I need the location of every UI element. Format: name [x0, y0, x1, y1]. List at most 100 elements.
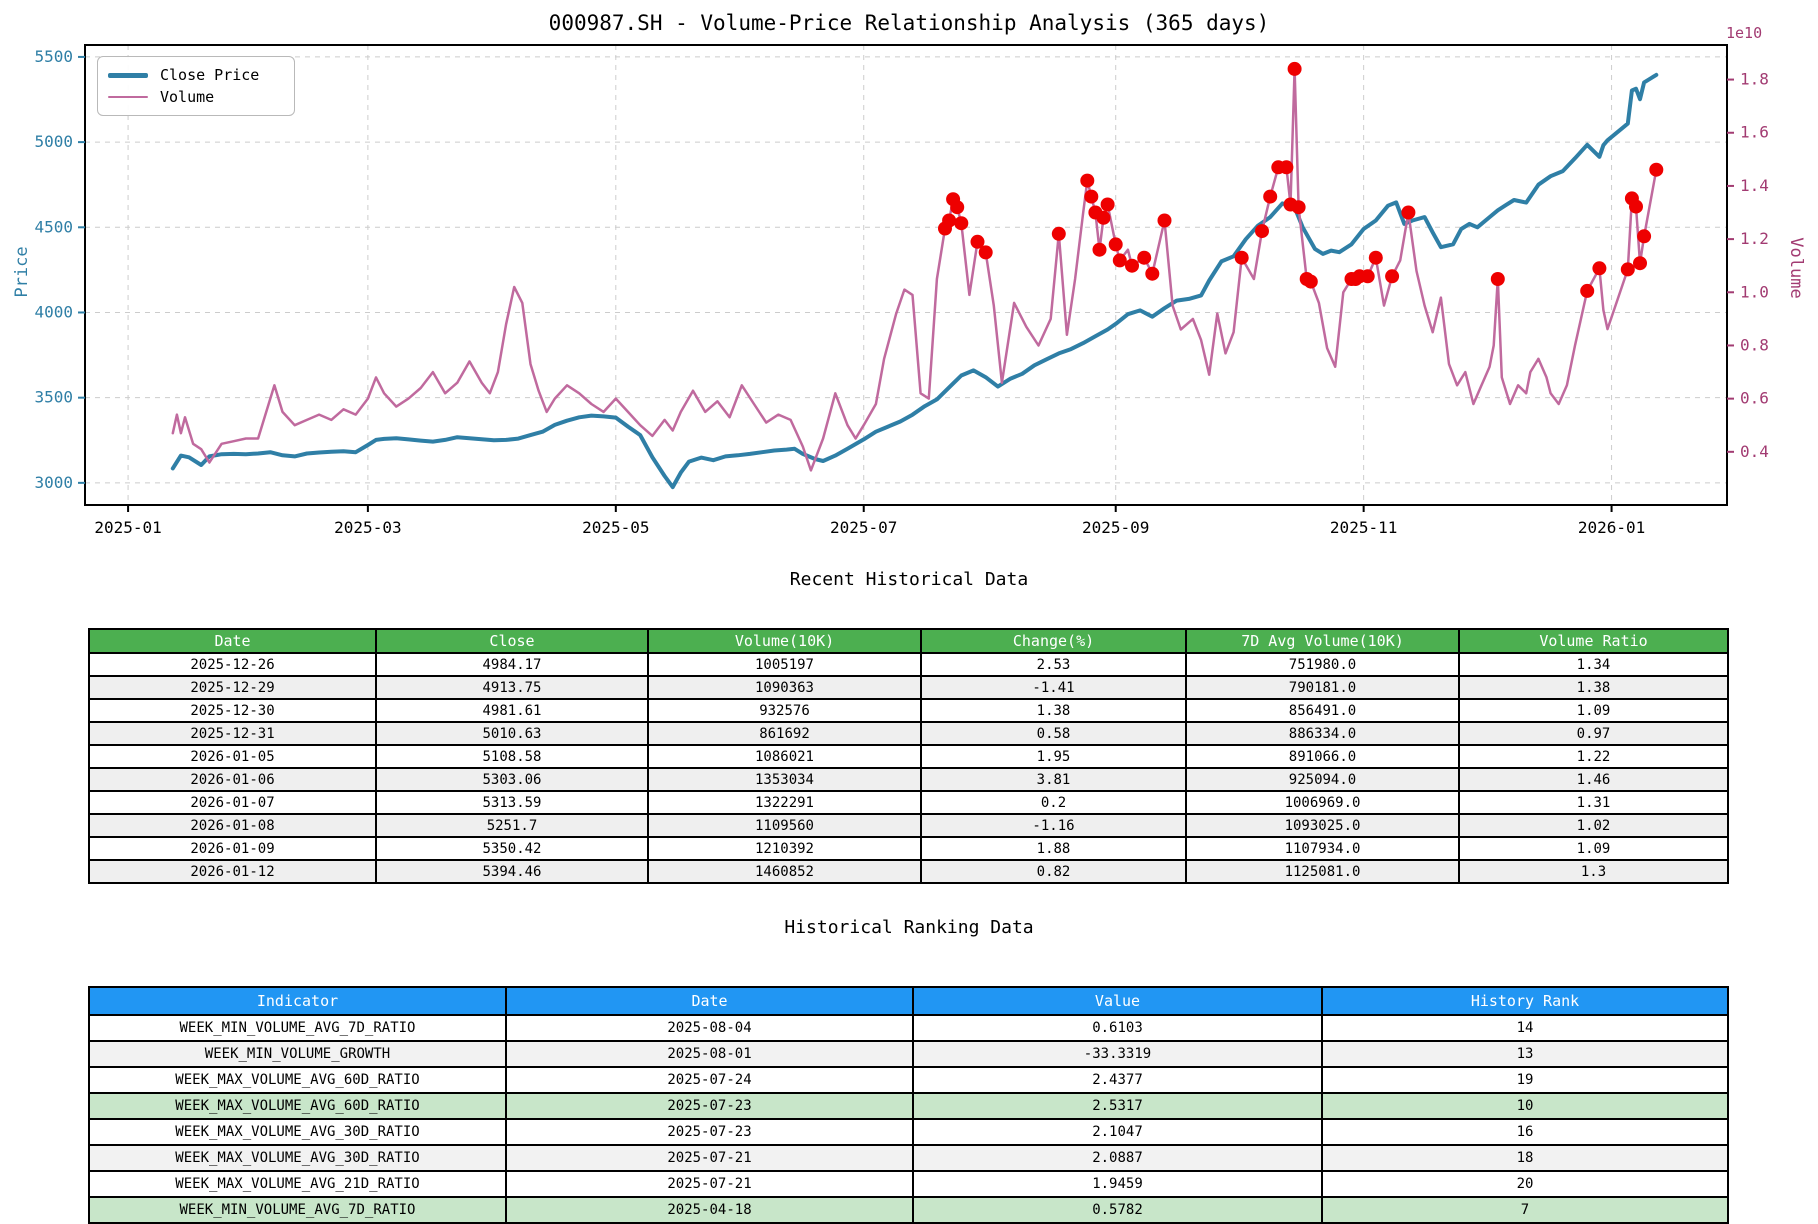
table-cell: 1.95: [920, 744, 1187, 769]
table-cell: 2.53: [920, 652, 1187, 677]
table-cell: -1.16: [920, 813, 1187, 838]
table-cell: 1.22: [1458, 744, 1729, 769]
volume-tick-label: 1.6: [1740, 123, 1769, 142]
table-cell: 856491.0: [1185, 698, 1460, 723]
table-cell: 1.02: [1458, 813, 1729, 838]
column-header: Date: [88, 628, 377, 654]
table-cell: 790181.0: [1185, 675, 1460, 700]
high-volume-dot: [1490, 272, 1505, 286]
table-cell: -33.3319: [912, 1040, 1323, 1068]
table-cell: 1.9459: [912, 1170, 1323, 1198]
table-cell: 2025-07-21: [505, 1144, 914, 1172]
high-volume-dot: [1291, 200, 1306, 215]
table-cell: WEEK_MAX_VOLUME_AVG_30D_RATIO: [88, 1144, 507, 1172]
table-cell: 1.34: [1458, 652, 1729, 677]
table-cell: 0.58: [920, 721, 1187, 746]
table-cell: 1.31: [1458, 790, 1729, 815]
high-volume-dot: [1629, 199, 1643, 214]
table-cell: WEEK_MAX_VOLUME_AVG_60D_RATIO: [88, 1066, 507, 1094]
table-row: WEEK_MAX_VOLUME_AVG_60D_RATIO 2025-07-24 2…: [88, 1066, 1729, 1094]
volume-line: [171, 67, 1658, 472]
table-cell: 1.3: [1458, 859, 1729, 884]
high-volume-dot: [1360, 269, 1375, 284]
table-cell: 14: [1321, 1014, 1729, 1042]
high-volume-dot: [1592, 261, 1607, 276]
price-tick-label: 3500: [34, 388, 73, 407]
table-row: 2025-12-31 5010.63 861692 0.58 886334.0 0.97: [88, 721, 1729, 746]
table-cell: 1.46: [1458, 767, 1729, 792]
table-cell: 2025-12-30: [88, 698, 377, 723]
table-cell: 1.09: [1458, 698, 1729, 723]
table-cell: 2025-07-24: [505, 1066, 914, 1094]
high-volume-dot: [1112, 253, 1127, 268]
table-cell: 1086021: [647, 744, 922, 769]
month-tick-label: 2025-09: [1082, 518, 1149, 537]
table-cell: WEEK_MAX_VOLUME_AVG_21D_RATIO: [88, 1170, 507, 1198]
table-cell: 1125081.0: [1185, 859, 1460, 884]
price-tick-label: 3000: [34, 473, 73, 492]
table-cell: 4913.75: [375, 675, 649, 700]
month-tick-label: 2025-03: [334, 518, 401, 537]
table-cell: 2025-12-31: [88, 721, 377, 746]
table-cell: 2.5317: [912, 1092, 1323, 1120]
plot-border: [84, 44, 1728, 506]
table-cell: 2025-07-21: [505, 1170, 914, 1198]
volume-tick-label: 1.2: [1740, 229, 1769, 248]
table-row: 2026-01-08 5251.7 1109560 -1.16 1093025.0 1.0…: [88, 813, 1729, 838]
table-cell: 1006969.0: [1185, 790, 1460, 815]
table-cell: 2025-08-04: [505, 1014, 914, 1042]
table-cell: WEEK_MAX_VOLUME_AVG_60D_RATIO: [88, 1092, 507, 1120]
table-cell: 0.5782: [912, 1196, 1323, 1224]
price-tick-label: 5500: [34, 47, 73, 66]
high-volume-dot: [1637, 229, 1652, 244]
high-volume-dot: [1145, 266, 1160, 281]
chart-legend: Close Price Volume: [97, 56, 295, 116]
price-tick-label: 4500: [34, 217, 73, 236]
table-cell: 5108.58: [375, 744, 649, 769]
table-cell: 2.4377: [912, 1066, 1323, 1094]
table-cell: 18: [1321, 1144, 1729, 1172]
table-cell: 16: [1321, 1118, 1729, 1146]
month-tick-label: 2025-01: [94, 518, 161, 537]
table-row: WEEK_MAX_VOLUME_AVG_60D_RATIO 2025-07-23 2…: [88, 1092, 1729, 1120]
table-cell: 13: [1321, 1040, 1729, 1068]
table-row: 2025-12-29 4913.75 1090363 -1.41 790181.0 1.3…: [88, 675, 1729, 700]
high-volume-dot: [1287, 61, 1302, 76]
table-cell: WEEK_MAX_VOLUME_AVG_30D_RATIO: [88, 1118, 507, 1146]
table-cell: 861692: [647, 721, 922, 746]
high-volume-dot: [1279, 160, 1294, 175]
close-price-line-swatch: [108, 72, 148, 78]
chart-title: 000987.SH - Volume-Price Relationship An…: [548, 11, 1270, 35]
table-cell: WEEK_MIN_VOLUME_AVG_7D_RATIO: [88, 1196, 507, 1224]
legend-item-volume: Volume: [108, 86, 284, 108]
table-cell: 2025-08-01: [505, 1040, 914, 1068]
high-volume-dot: [1125, 258, 1139, 273]
table-row: WEEK_MAX_VOLUME_AVG_21D_RATIO 2025-07-21 1…: [88, 1170, 1729, 1198]
table-row: 2026-01-12 5394.46 1460852 0.82 1125081.0 1.3: [88, 859, 1729, 884]
table-cell: 886334.0: [1185, 721, 1460, 746]
table-cell: 2025-07-23: [505, 1118, 914, 1146]
table-cell: 4984.17: [375, 652, 649, 677]
high-volume-dot: [1108, 237, 1123, 252]
legend-label-close-price: Close Price: [160, 66, 260, 84]
recent-historical-data-table: Date Close Volume(10K) Change(%) 7D Avg Volu…: [88, 628, 1729, 884]
table-cell: 0.97: [1458, 721, 1729, 746]
table-cell: 1.09: [1458, 836, 1729, 861]
table-cell: 1.38: [920, 698, 1187, 723]
ranking-table-header-row: Indicator Date Value History Rank: [88, 986, 1729, 1016]
table-row: 2026-01-09 5350.42 1210392 1.88 1107934.0 1.0…: [88, 836, 1729, 861]
table-cell: 1109560: [647, 813, 922, 838]
month-tick-label: 2025-07: [830, 518, 897, 537]
table-cell: 2026-01-07: [88, 790, 377, 815]
table-row: WEEK_MAX_VOLUME_AVG_30D_RATIO 2025-07-23 2…: [88, 1118, 1729, 1146]
table-cell: 20: [1321, 1170, 1729, 1198]
column-header: Indicator: [88, 986, 507, 1016]
high-volume-dot: [1385, 269, 1400, 284]
table-cell: 932576: [647, 698, 922, 723]
high-volume-dot: [978, 245, 993, 260]
high-volume-dot: [1234, 250, 1249, 265]
high-volume-dot: [1263, 189, 1278, 204]
high-volume-dot: [1649, 162, 1664, 177]
table-cell: 5394.46: [375, 859, 649, 884]
